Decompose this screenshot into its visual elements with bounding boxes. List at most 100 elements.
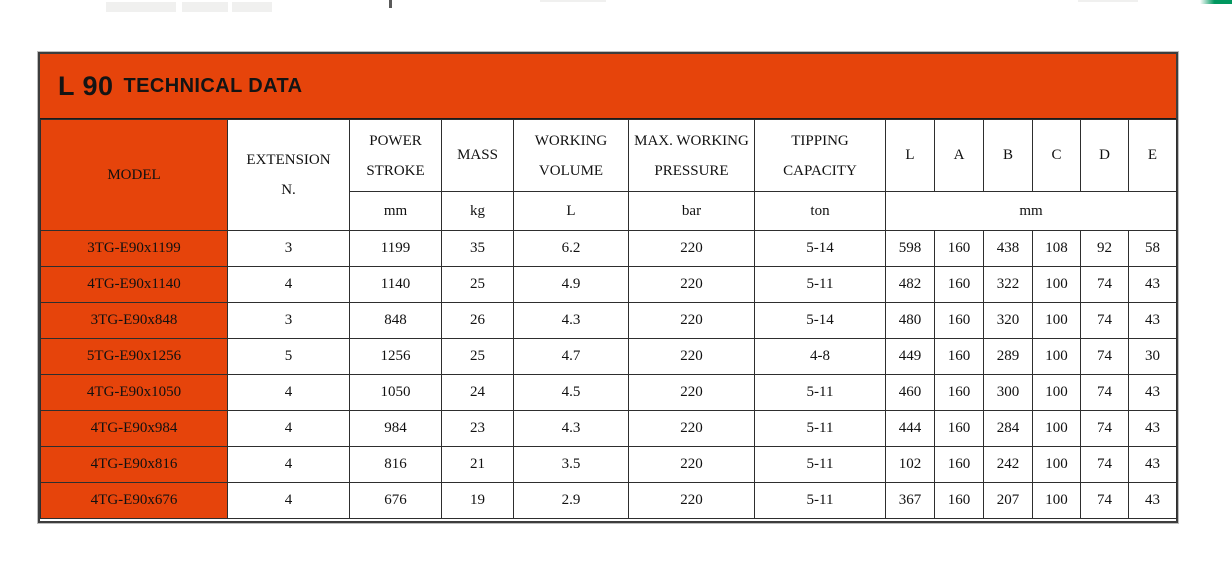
value-cell: 4 [227,482,350,519]
value-cell: 160 [934,338,984,375]
value-cell: 43 [1128,482,1177,519]
table-title-suffix: TECHNICAL DATA [123,74,303,97]
table-title-bar: L 90 TECHNICAL DATA [40,54,1176,119]
value-cell: 160 [934,374,984,411]
value-cell: 289 [983,338,1033,375]
page-edge-artifact [389,0,392,8]
value-cell: 35 [441,230,514,267]
value-cell: 6.2 [513,230,629,267]
value-cell: 43 [1128,302,1177,339]
value-cell: 220 [628,266,755,303]
column-header-dim-a: A [934,119,984,192]
value-cell: 102 [885,446,935,483]
value-cell: 43 [1128,446,1177,483]
value-cell: 367 [885,482,935,519]
value-cell: 220 [628,302,755,339]
value-cell: 3.5 [513,446,629,483]
value-cell: 2.9 [513,482,629,519]
model-cell: 4TG-E90x984 [40,410,228,447]
value-cell: 100 [1032,338,1081,375]
page-edge-artifact [540,0,606,2]
unit-max-working-pressure: bar [628,191,755,231]
value-cell: 74 [1080,446,1129,483]
model-cell: 4TG-E90x1050 [40,374,228,411]
value-cell: 5-11 [754,482,886,519]
column-header-dim-d: D [1080,119,1129,192]
column-header-extension-n: EXTENSION N. [227,119,350,231]
unit-power-stroke: mm [349,191,442,231]
column-header-model: MODEL [40,119,228,231]
value-cell: 482 [885,266,935,303]
page-edge-artifact [182,2,228,12]
column-header-power-stroke: POWER STROKE [349,119,442,192]
value-cell: 1140 [349,266,442,303]
table-row: 4TG-E90x816 4 816 21 3.5 220 5-11 102 160 242 100 7… [40,446,1177,483]
technical-data-table: L 90 TECHNICAL DATA MODEL EXTENSION N. [38,52,1178,523]
value-cell: 43 [1128,410,1177,447]
value-cell: 3 [227,302,350,339]
value-cell: 284 [983,410,1033,447]
value-cell: 300 [983,374,1033,411]
value-cell: 242 [983,446,1033,483]
unit-mass: kg [441,191,514,231]
unit-tipping-capacity: ton [754,191,886,231]
value-cell: 4.3 [513,302,629,339]
value-cell: 160 [934,302,984,339]
value-cell: 320 [983,302,1033,339]
value-cell: 4 [227,410,350,447]
value-cell: 5-11 [754,266,886,303]
column-header-dim-e: E [1128,119,1177,192]
value-cell: 160 [934,230,984,267]
value-cell: 25 [441,266,514,303]
model-cell: 5TG-E90x1256 [40,338,228,375]
value-cell: 4 [227,446,350,483]
value-cell: 92 [1080,230,1129,267]
value-cell: 43 [1128,374,1177,411]
value-cell: 100 [1032,266,1081,303]
green-accent-bar [1200,0,1232,4]
value-cell: 816 [349,446,442,483]
value-cell: 984 [349,410,442,447]
table-row: 3TG-E90x1199 3 1199 35 6.2 220 5-14 598 160 438 10… [40,230,1177,267]
value-cell: 676 [349,482,442,519]
column-header-tipping-capacity: TIPPING CAPACITY [754,119,886,192]
value-cell: 5 [227,338,350,375]
value-cell: 100 [1032,410,1081,447]
model-cell: 3TG-E90x1199 [40,230,228,267]
value-cell: 5-14 [754,302,886,339]
value-cell: 100 [1032,302,1081,339]
value-cell: 160 [934,266,984,303]
value-cell: 4 [227,266,350,303]
page-edge-artifact [232,2,272,12]
table-title-model-series: L 90 [58,70,114,101]
value-cell: 100 [1032,482,1081,519]
column-header-mass: MASS [441,119,514,192]
value-cell: 322 [983,266,1033,303]
unit-dimensions: mm [885,191,1177,231]
value-cell: 21 [441,446,514,483]
value-cell: 4.7 [513,338,629,375]
value-cell: 23 [441,410,514,447]
value-cell: 1256 [349,338,442,375]
model-cell: 4TG-E90x1140 [40,266,228,303]
page-edge-artifact [106,2,176,12]
value-cell: 74 [1080,374,1129,411]
value-cell: 1199 [349,230,442,267]
value-cell: 74 [1080,266,1129,303]
table-row: 4TG-E90x1140 4 1140 25 4.9 220 5-11 482 160 322 10… [40,266,1177,303]
value-cell: 30 [1128,338,1177,375]
value-cell: 1050 [349,374,442,411]
model-cell: 4TG-E90x676 [40,482,228,519]
column-header-dim-c: C [1032,119,1081,192]
value-cell: 5-11 [754,374,886,411]
model-cell: 3TG-E90x848 [40,302,228,339]
table-body: 3TG-E90x1199 3 1199 35 6.2 220 5-14 598 160 438 10… [40,230,1177,519]
table-row: 4TG-E90x984 4 984 23 4.3 220 5-11 444 160 284 100 7… [40,410,1177,447]
value-cell: 5-11 [754,410,886,447]
value-cell: 5-11 [754,446,886,483]
value-cell: 449 [885,338,935,375]
column-header-working-volume: WORKING VOLUME [513,119,629,192]
table-row: 4TG-E90x676 4 676 19 2.9 220 5-11 367 160 207 100 7… [40,482,1177,519]
value-cell: 3 [227,230,350,267]
value-cell: 108 [1032,230,1081,267]
